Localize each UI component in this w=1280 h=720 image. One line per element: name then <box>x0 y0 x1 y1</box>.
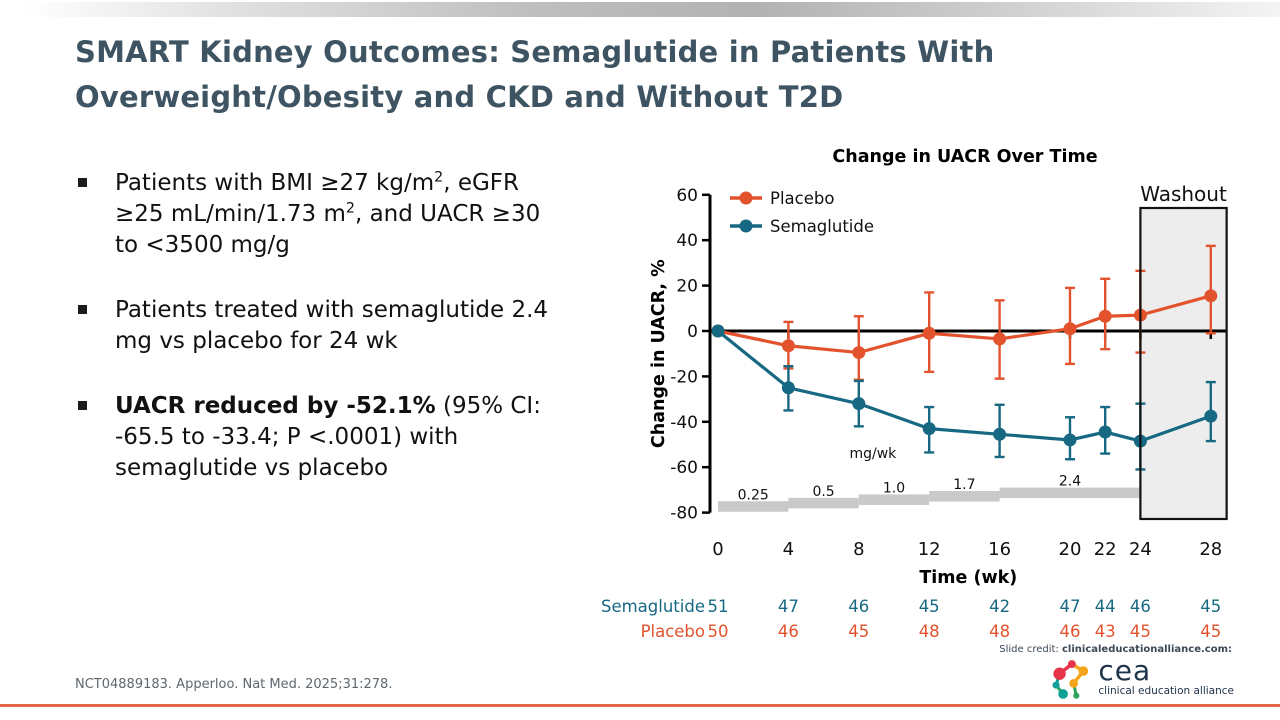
svg-text:45: 45 <box>1200 597 1221 616</box>
svg-text:47: 47 <box>778 597 799 616</box>
bullet-text-segment: , and UACR ≥30 to <3500 mg/g <box>115 201 541 259</box>
result-highlight: UACR reduced by -52.1% <box>115 393 436 420</box>
svg-text:22: 22 <box>1094 539 1117 560</box>
svg-text:-40: -40 <box>670 413 698 433</box>
n-table: Semaglutide 51 47 46 45 42 47 44 46 45 Placebo 50 46… <box>601 597 1221 641</box>
cea-molecule-icon <box>1052 660 1089 699</box>
bullet-text-segment: (95% CI: -65.5 to -33.4; P <.0001) with … <box>115 393 541 482</box>
svg-text:2.4: 2.4 <box>1059 474 1081 490</box>
svg-text:0.25: 0.25 <box>738 487 769 503</box>
svg-text:8: 8 <box>853 539 864 560</box>
svg-text:24: 24 <box>1129 539 1152 560</box>
bullet-text-segment: Patients with BMI ≥27 kg/m <box>115 170 435 196</box>
bullet-square-icon <box>78 295 115 357</box>
dose-step <box>858 494 930 505</box>
svg-text:47: 47 <box>1060 597 1081 616</box>
chart-title: Change in UACR Over Time <box>832 147 1098 167</box>
dose-escalation-band: 0.25 0.5 1.0 1.7 2.4 mg/wk <box>718 446 1141 512</box>
svg-text:50: 50 <box>708 622 729 641</box>
svg-text:-60: -60 <box>670 458 698 478</box>
svg-text:Placebo: Placebo <box>641 622 705 641</box>
dose-step <box>718 501 789 512</box>
bullet-text-segment: , eGFR ≥25 mL/min/1.73 m <box>115 170 520 228</box>
superscript: 2 <box>345 200 355 217</box>
svg-text:48: 48 <box>989 622 1010 641</box>
uacr-chart-svg: 0.25 0.5 1.0 1.7 2.4mg/wk6040200-20-40-60-80… <box>601 182 1228 641</box>
svg-text:45: 45 <box>848 622 869 641</box>
bullet-eligibility-text: Patients with BMI ≥27 kg/m2, eGFR ≥25 mL… <box>115 168 558 261</box>
svg-text:45: 45 <box>1130 622 1151 641</box>
washout-border <box>1139 206 1228 521</box>
washout-label: Washout <box>1140 182 1227 206</box>
slide-credit: Slide credit: clinicaleducationalliance.… <box>999 644 1232 655</box>
svg-text:45: 45 <box>919 597 940 616</box>
bullet-square-icon <box>78 391 115 484</box>
svg-text:40: 40 <box>676 231 698 251</box>
cea-tagline: clinical education alliance <box>1098 684 1234 697</box>
uacr-chart: 0.25 0.5 1.0 1.7 2.4 mg/wk 60 40 20 0 -20 -40 -60 -80… <box>598 168 1250 648</box>
svg-text:44: 44 <box>1095 597 1116 616</box>
axes: 60 40 20 0 -20 -40 -60 -80 Change in UACR, % 0 4 8 1… <box>649 186 1227 588</box>
svg-text:16: 16 <box>988 539 1011 560</box>
cea-logo: cea clinical education alliance <box>1049 657 1234 701</box>
svg-text:45: 45 <box>1200 622 1221 641</box>
svg-text:46: 46 <box>778 622 799 641</box>
svg-text:0.5: 0.5 <box>812 484 834 500</box>
bullet-treatment-text: Patients treated with semaglutide 2.4 mg… <box>115 297 549 355</box>
dose-step <box>929 491 1000 502</box>
dose-step <box>788 497 859 509</box>
series-semaglutide <box>711 324 1218 471</box>
x-axis-label: Time (wk) <box>919 568 1017 588</box>
legend: Placebo Semaglutide <box>730 189 874 236</box>
svg-text:mg/wk: mg/wk <box>849 446 897 462</box>
svg-text:46: 46 <box>1130 597 1151 616</box>
svg-text:42: 42 <box>989 597 1010 616</box>
cea-wordmark: cea <box>1098 654 1152 687</box>
svg-text:46: 46 <box>848 597 869 616</box>
svg-text:51: 51 <box>708 597 729 616</box>
svg-text:4: 4 <box>783 539 794 560</box>
reference-footnote: NCT04889183. Apperloo. Nat Med. 2025;31:… <box>75 677 393 692</box>
svg-text:Placebo: Placebo <box>770 189 834 208</box>
svg-text:20: 20 <box>676 277 698 297</box>
cea-logo-text: cea clinical education alliance <box>1098 657 1234 697</box>
svg-text:1.7: 1.7 <box>953 477 975 493</box>
svg-text:60: 60 <box>676 186 698 206</box>
svg-text:12: 12 <box>918 539 941 560</box>
svg-text:0: 0 <box>687 322 698 342</box>
dose-step <box>999 487 1141 499</box>
svg-text:-80: -80 <box>670 504 698 524</box>
slide-credit-site: clinicaleducationalliance.com: <box>1062 644 1232 655</box>
slide-title: SMART Kidney Outcomes: Semaglutide in Pa… <box>75 35 995 114</box>
svg-text:46: 46 <box>1060 622 1081 641</box>
series-placebo <box>711 244 1218 382</box>
slide-credit-prefix: Slide credit: <box>999 644 1059 655</box>
superscript: 2 <box>434 169 444 186</box>
bullet-square-icon <box>78 168 115 261</box>
svg-text:48: 48 <box>919 622 940 641</box>
bottom-accent-line <box>0 704 1280 707</box>
bullet-treatment: Patients treated with semaglutide 2.4 mg… <box>78 295 558 357</box>
washout-region <box>1140 208 1227 519</box>
svg-text:1.0: 1.0 <box>883 480 905 496</box>
svg-text:Semaglutide: Semaglutide <box>770 217 874 236</box>
svg-text:43: 43 <box>1095 622 1116 641</box>
svg-text:-20: -20 <box>670 367 698 387</box>
key-points-list: Patients with BMI ≥27 kg/m2, eGFR ≥25 mL… <box>78 168 558 518</box>
top-accent-bar <box>22 2 1280 17</box>
svg-text:0: 0 <box>712 539 723 560</box>
bullet-eligibility-criteria: Patients with BMI ≥27 kg/m2, eGFR ≥25 mL… <box>78 168 558 261</box>
svg-text:28: 28 <box>1199 539 1222 560</box>
svg-text:Semaglutide: Semaglutide <box>601 597 705 616</box>
bullet-result-text: UACR reduced by -52.1% (95% CI: -65.5 to… <box>115 391 558 484</box>
bullet-uacr-result: UACR reduced by -52.1% (95% CI: -65.5 to… <box>78 391 558 484</box>
y-axis-label: Change in UACR, % <box>649 259 669 448</box>
svg-text:20: 20 <box>1059 539 1082 560</box>
